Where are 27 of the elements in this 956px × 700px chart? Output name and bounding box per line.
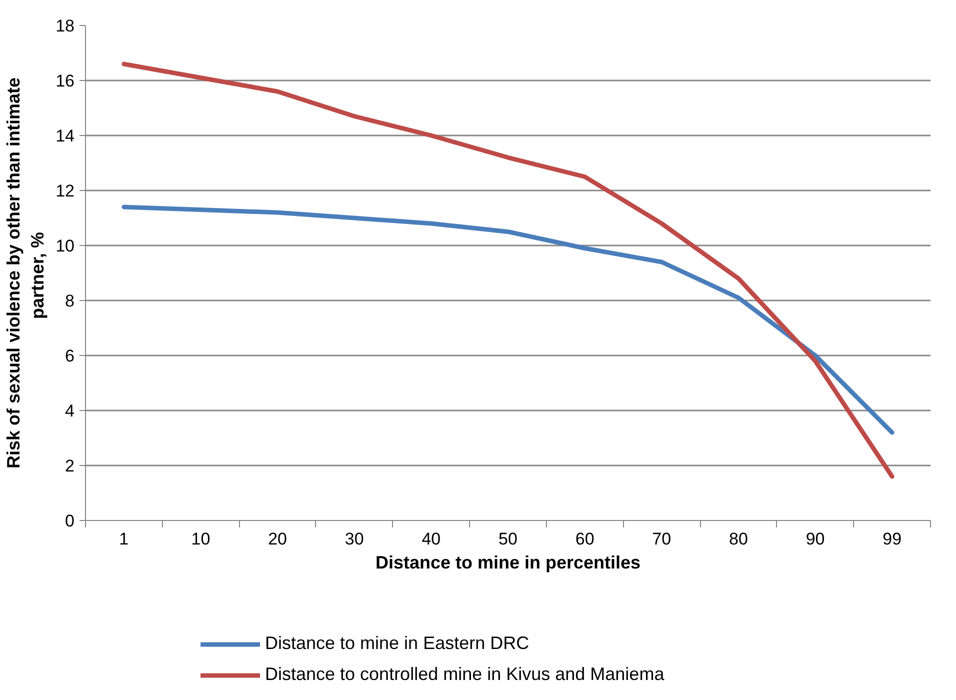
y-tick-label: 18 [56, 16, 75, 36]
x-tick-label: 70 [652, 530, 672, 548]
x-tick-label: 90 [806, 530, 825, 548]
x-tick-label: 10 [191, 530, 210, 548]
legend-label: Distance to mine in Eastern DRC [265, 633, 530, 654]
y-tick-label: 16 [56, 72, 75, 90]
line-series [122, 204, 894, 435]
y-axis-title: Risk of sexual violence by other than intimate partner, % [4, 77, 48, 469]
y-tick-label: 4 [65, 402, 75, 420]
y-tick-label: 6 [65, 346, 75, 366]
x-tick-label: 80 [729, 530, 748, 548]
y-tick-label: 14 [56, 126, 75, 146]
x-tick-label: 60 [575, 530, 594, 548]
y-tick-label: 0 [65, 512, 75, 530]
x-tick-label: 20 [268, 530, 288, 548]
line-series [122, 62, 894, 479]
x-tick-label: 30 [344, 530, 364, 548]
y-tick-label: 10 [56, 236, 75, 256]
x-axis-title: Distance to mine in percentiles [375, 552, 641, 572]
x-tick-label: 1 [119, 530, 129, 548]
y-tick-label: 8 [65, 292, 75, 310]
x-tick-label: 40 [422, 530, 441, 548]
y-tick-label: 12 [56, 182, 75, 200]
x-tick-label: 99 [882, 530, 902, 548]
y-tick-label: 2 [65, 456, 75, 476]
legend-label: Distance to controlled mine in Kivus and Maniema [265, 664, 664, 685]
x-tick-label: 50 [498, 530, 518, 548]
